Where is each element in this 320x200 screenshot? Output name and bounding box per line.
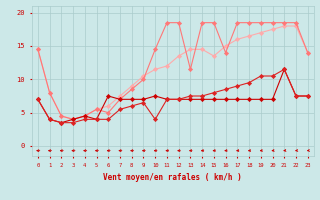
X-axis label: Vent moyen/en rafales ( km/h ): Vent moyen/en rafales ( km/h ) xyxy=(103,174,242,183)
